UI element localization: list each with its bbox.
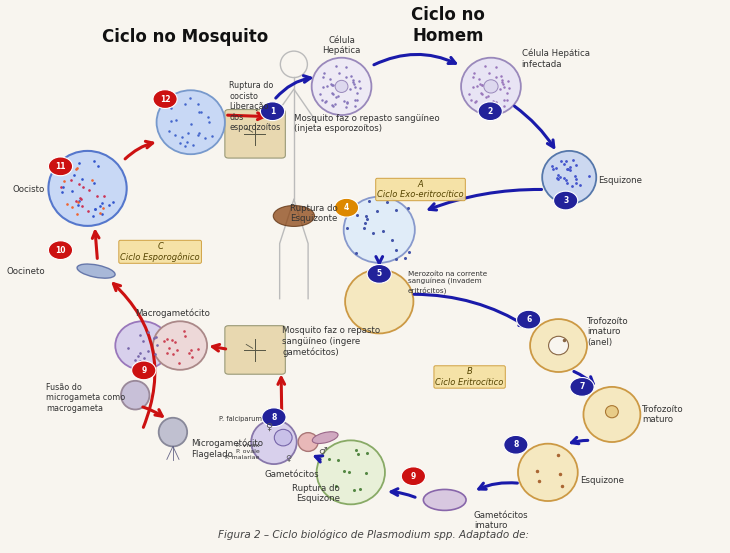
Circle shape (517, 310, 541, 329)
Text: Gametócitos: Gametócitos (264, 469, 319, 478)
Ellipse shape (158, 418, 187, 446)
Ellipse shape (530, 319, 587, 372)
Ellipse shape (335, 80, 348, 92)
Text: P. falciparum: P. falciparum (219, 416, 262, 422)
Text: Célula
Hepática: Célula Hepática (323, 35, 361, 55)
Text: Oocineto: Oocineto (7, 267, 45, 275)
Ellipse shape (542, 151, 596, 204)
Text: C
Ciclo Esporogônico: C Ciclo Esporogônico (120, 242, 200, 262)
Circle shape (570, 378, 594, 397)
Text: 12: 12 (160, 95, 170, 103)
Ellipse shape (273, 206, 315, 226)
Text: Ruptura do
Esquizonte: Ruptura do Esquizonte (291, 204, 338, 223)
Text: Merozoíto na corrente
sanguínea (invadem
eritrócitos): Merozoíto na corrente sanguínea (invadem… (408, 271, 487, 294)
Text: Gametócitos
imaturo: Gametócitos imaturo (474, 510, 529, 530)
Circle shape (402, 467, 426, 486)
FancyBboxPatch shape (225, 109, 285, 158)
Text: Trofozoíto
maturo: Trofozoíto maturo (642, 405, 683, 424)
Text: Fusão do
microgameta como
macrogameta: Fusão do microgameta como macrogameta (46, 383, 126, 413)
Text: A
Ciclo Exo-eritrocítico: A Ciclo Exo-eritrocítico (377, 180, 464, 199)
Ellipse shape (77, 264, 115, 278)
Ellipse shape (317, 440, 385, 504)
Ellipse shape (518, 444, 577, 501)
Circle shape (262, 408, 286, 426)
Circle shape (48, 157, 72, 176)
Ellipse shape (548, 336, 569, 355)
Text: Microgametócito
Flagelado: Microgametócito Flagelado (191, 439, 263, 458)
Text: Ciclo no Mosquito: Ciclo no Mosquito (102, 28, 268, 46)
Circle shape (131, 361, 155, 380)
Ellipse shape (48, 151, 127, 226)
Text: ♀: ♀ (265, 421, 272, 431)
Circle shape (504, 435, 528, 454)
Circle shape (553, 191, 577, 210)
Ellipse shape (115, 321, 169, 370)
Text: P. vivax
P. ovale
P. malariae: P. vivax P. ovale P. malariae (226, 443, 260, 460)
Ellipse shape (312, 432, 338, 444)
Text: Mosquito faz o repasto
sangüíneo (ingere
gametócitos): Mosquito faz o repasto sangüíneo (ingere… (283, 326, 380, 357)
Text: Mosquito faz o repasto sangüíneo
(injeta esporozoítos): Mosquito faz o repasto sangüíneo (injeta… (294, 113, 439, 133)
Circle shape (153, 90, 177, 108)
Ellipse shape (605, 406, 618, 418)
Text: 8: 8 (513, 440, 518, 449)
Ellipse shape (583, 387, 640, 442)
Ellipse shape (312, 58, 372, 115)
Ellipse shape (156, 90, 225, 154)
Text: 5: 5 (377, 269, 382, 278)
Text: 3: 3 (563, 196, 568, 205)
Text: Macrogametócito: Macrogametócito (136, 309, 210, 318)
Circle shape (261, 102, 285, 121)
Text: 10: 10 (55, 246, 66, 254)
Ellipse shape (274, 429, 292, 446)
FancyBboxPatch shape (225, 326, 285, 374)
Text: Ruptura do
Esquizone: Ruptura do Esquizone (293, 484, 340, 503)
Text: 4: 4 (344, 203, 349, 212)
Ellipse shape (251, 420, 296, 464)
Text: Ruptura do
oocisto
Liberação
dos
esporozoítos: Ruptura do oocisto Liberação dos esporoz… (229, 81, 280, 132)
Text: 9: 9 (141, 366, 147, 375)
Text: 6: 6 (526, 315, 531, 324)
Text: 7: 7 (580, 382, 585, 392)
Ellipse shape (121, 381, 150, 410)
Text: 9: 9 (411, 472, 416, 481)
Ellipse shape (344, 197, 415, 263)
Ellipse shape (153, 321, 207, 370)
Ellipse shape (484, 80, 498, 93)
Text: Esquizone: Esquizone (580, 476, 624, 485)
Text: 2: 2 (488, 107, 493, 116)
Text: Ciclo no
Homem: Ciclo no Homem (411, 6, 485, 45)
Text: 1: 1 (270, 107, 275, 116)
Text: Célula Hepática
infectada: Célula Hepática infectada (521, 49, 590, 69)
Ellipse shape (298, 432, 318, 451)
Text: B
Ciclo Eritrocítico: B Ciclo Eritrocítico (435, 367, 504, 387)
Ellipse shape (423, 489, 466, 510)
Circle shape (478, 102, 502, 121)
Text: Esquizone: Esquizone (598, 176, 642, 185)
Text: Figura 2 – Ciclo biológico de Plasmodium spp. Adaptado de:: Figura 2 – Ciclo biológico de Plasmodium… (218, 530, 529, 540)
Text: 8: 8 (272, 413, 277, 422)
Text: 11: 11 (55, 162, 66, 171)
Text: Trofozoíto
imaturo
(anel): Trofozoíto imaturo (anel) (587, 317, 629, 347)
Text: Oocisto: Oocisto (12, 185, 45, 194)
Text: ♂: ♂ (318, 446, 327, 456)
Ellipse shape (345, 269, 413, 333)
Circle shape (367, 264, 391, 283)
Ellipse shape (461, 58, 520, 115)
Circle shape (334, 199, 358, 217)
Circle shape (48, 241, 72, 259)
Text: ♀: ♀ (285, 454, 291, 463)
